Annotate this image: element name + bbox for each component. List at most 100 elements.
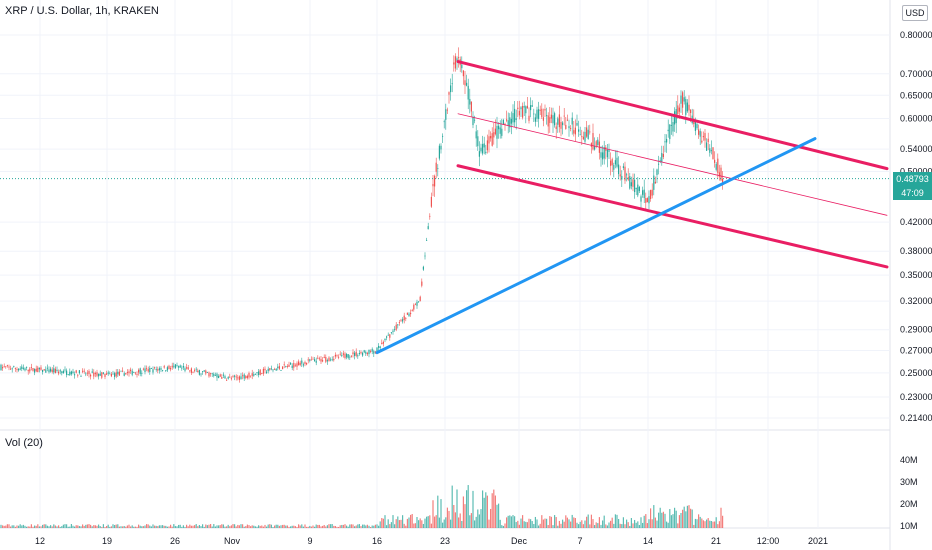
candle-body	[651, 189, 653, 196]
currency-button[interactable]: USD	[902, 5, 928, 21]
volume-bar	[642, 522, 644, 528]
candle-body	[328, 357, 330, 362]
candle-body	[614, 160, 616, 165]
candle-body	[83, 370, 85, 372]
volume-bar	[136, 526, 138, 528]
volume-bar	[181, 526, 183, 528]
volume-bar	[469, 515, 471, 528]
volume-bar	[419, 518, 421, 528]
candle-body	[498, 125, 500, 130]
candle-body	[688, 104, 690, 111]
symbol-title[interactable]: XRP / U.S. Dollar, 1h, KRAKEN	[5, 5, 159, 17]
volume-bar	[437, 495, 439, 528]
candle-body	[475, 131, 477, 139]
volume-bar	[58, 525, 60, 528]
volume-bar	[349, 524, 351, 528]
volume-bar	[120, 526, 122, 528]
candle-body	[123, 373, 125, 376]
volume-bar	[435, 515, 437, 528]
candle-body	[486, 140, 488, 151]
x-tick-label: 14	[643, 536, 653, 546]
candle-body	[582, 136, 584, 140]
candle-body	[320, 359, 322, 362]
candle-body	[504, 123, 506, 125]
volume-bar	[134, 526, 136, 528]
candle-body	[680, 95, 682, 104]
candle-body	[309, 359, 311, 361]
candle-body	[384, 338, 386, 341]
volume-bar	[154, 525, 156, 528]
candle-body	[698, 129, 700, 135]
candle-body	[538, 109, 540, 119]
candle-body	[69, 371, 71, 376]
volume-bar	[458, 517, 460, 528]
candle-body	[627, 177, 629, 180]
candle-body	[22, 367, 24, 369]
volume-bar	[662, 511, 664, 528]
candle-body	[626, 174, 628, 176]
candle-body	[62, 370, 64, 374]
candle-body	[696, 123, 698, 129]
candle-body	[42, 369, 44, 372]
volume-bar	[237, 524, 239, 528]
volume-bar	[24, 525, 26, 528]
volume-bar	[450, 519, 452, 528]
volume-bar	[448, 510, 450, 528]
candle-body	[602, 152, 604, 160]
candle-body	[157, 369, 159, 371]
volume-bar	[576, 522, 578, 528]
candle-body	[427, 226, 429, 230]
volume-bar	[661, 512, 663, 528]
volume-bar	[416, 517, 418, 528]
volume-bar	[442, 522, 444, 528]
candle-body	[587, 129, 589, 139]
volume-title[interactable]: Vol (20)	[5, 437, 43, 449]
candle-body	[6, 365, 8, 366]
candle-body	[259, 369, 261, 375]
volume-bar	[531, 521, 533, 528]
candle-body	[718, 172, 720, 177]
candle-body	[544, 108, 546, 111]
volume-bar	[94, 525, 96, 528]
candle-body	[205, 370, 207, 374]
volume-bar	[214, 526, 216, 528]
volume-bar	[376, 524, 378, 528]
candle-body	[635, 187, 637, 190]
candle-body	[94, 373, 96, 375]
volume-bar	[472, 490, 474, 528]
candle-body	[640, 196, 642, 202]
volume-bar	[408, 517, 410, 528]
candle-body	[266, 371, 268, 373]
volume-bar	[336, 526, 338, 528]
volume-bar	[133, 526, 135, 528]
volume-bar	[45, 524, 47, 528]
candle-body	[592, 133, 594, 150]
volume-bar	[165, 525, 167, 528]
candle-body	[43, 369, 45, 371]
drawings	[0, 60, 890, 355]
candle-body	[570, 128, 572, 129]
volume-bar	[189, 524, 191, 528]
candle-body	[677, 105, 679, 114]
volume-bar	[114, 525, 116, 528]
candle-body	[299, 362, 301, 365]
candle-body	[101, 372, 103, 378]
candle-body	[347, 354, 349, 358]
volume-bar	[91, 526, 93, 528]
candle-body	[419, 296, 421, 302]
candle-body	[155, 369, 157, 370]
candle-body	[286, 366, 288, 367]
volume-bar	[547, 525, 549, 528]
volume-bar	[275, 524, 277, 528]
volume-bar	[563, 521, 565, 528]
volume-bar	[682, 509, 684, 528]
candle-body	[683, 97, 685, 102]
candle-body	[378, 345, 380, 348]
candle-body	[714, 159, 716, 163]
candle-body	[390, 332, 392, 334]
candle-body	[141, 372, 143, 374]
candle-body	[490, 135, 492, 139]
volume-bar	[501, 525, 503, 528]
candle-body	[338, 356, 340, 358]
